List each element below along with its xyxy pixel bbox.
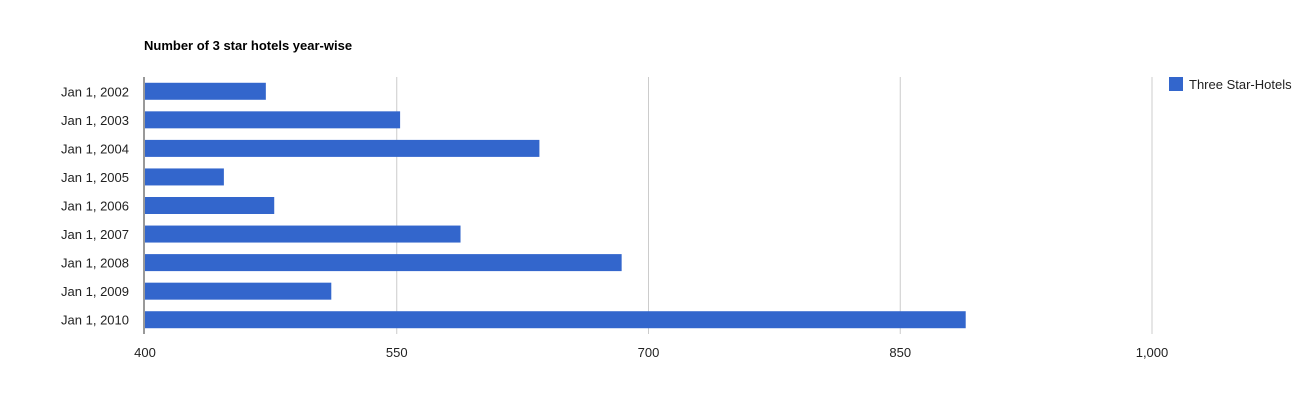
legend-swatch bbox=[1169, 77, 1183, 91]
x-tick-label: 1,000 bbox=[1136, 345, 1169, 360]
bar[interactable] bbox=[145, 168, 224, 186]
x-tick-label: 850 bbox=[889, 345, 911, 360]
legend[interactable]: Three Star-Hotels bbox=[1169, 77, 1292, 92]
chart-title: Number of 3 star hotels year-wise bbox=[144, 38, 352, 53]
category-label: Jan 1, 2008 bbox=[61, 256, 129, 271]
x-tick-labels: 400 550 700 850 1,000 bbox=[134, 345, 1168, 360]
category-labels: Jan 1, 2002 Jan 1, 2003 Jan 1, 2004 Jan 1, … bbox=[61, 84, 129, 327]
category-label: Jan 1, 2010 bbox=[61, 313, 129, 328]
x-tick-label: 550 bbox=[386, 345, 408, 360]
category-label: Jan 1, 2004 bbox=[61, 141, 129, 156]
bar[interactable] bbox=[145, 282, 332, 300]
bar[interactable] bbox=[145, 311, 966, 329]
bar[interactable] bbox=[145, 111, 401, 129]
bar[interactable] bbox=[145, 254, 622, 272]
category-label: Jan 1, 2002 bbox=[61, 84, 129, 99]
category-label: Jan 1, 2003 bbox=[61, 113, 129, 128]
x-tick-label: 400 bbox=[134, 345, 156, 360]
category-label: Jan 1, 2006 bbox=[61, 199, 129, 214]
bar[interactable] bbox=[145, 139, 540, 157]
legend-label: Three Star-Hotels bbox=[1189, 77, 1292, 92]
bar[interactable] bbox=[145, 225, 461, 243]
bars bbox=[145, 82, 966, 329]
bar[interactable] bbox=[145, 197, 275, 214]
category-label: Jan 1, 2007 bbox=[61, 227, 129, 242]
category-label: Jan 1, 2009 bbox=[61, 284, 129, 299]
x-tick-label: 700 bbox=[638, 345, 660, 360]
gridlines bbox=[396, 77, 1153, 334]
category-label: Jan 1, 2005 bbox=[61, 170, 129, 185]
bar[interactable] bbox=[145, 82, 266, 100]
